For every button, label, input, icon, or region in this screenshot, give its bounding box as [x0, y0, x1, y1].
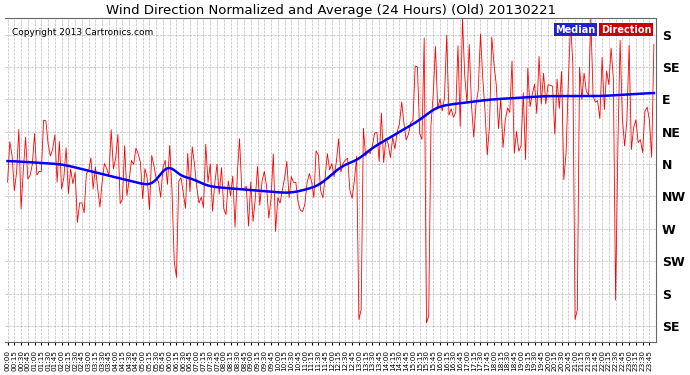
- Text: Median: Median: [555, 25, 595, 35]
- Text: Copyright 2013 Cartronics.com: Copyright 2013 Cartronics.com: [12, 28, 153, 37]
- Title: Wind Direction Normalized and Average (24 Hours) (Old) 20130221: Wind Direction Normalized and Average (2…: [106, 4, 556, 17]
- Text: Direction: Direction: [601, 25, 651, 35]
